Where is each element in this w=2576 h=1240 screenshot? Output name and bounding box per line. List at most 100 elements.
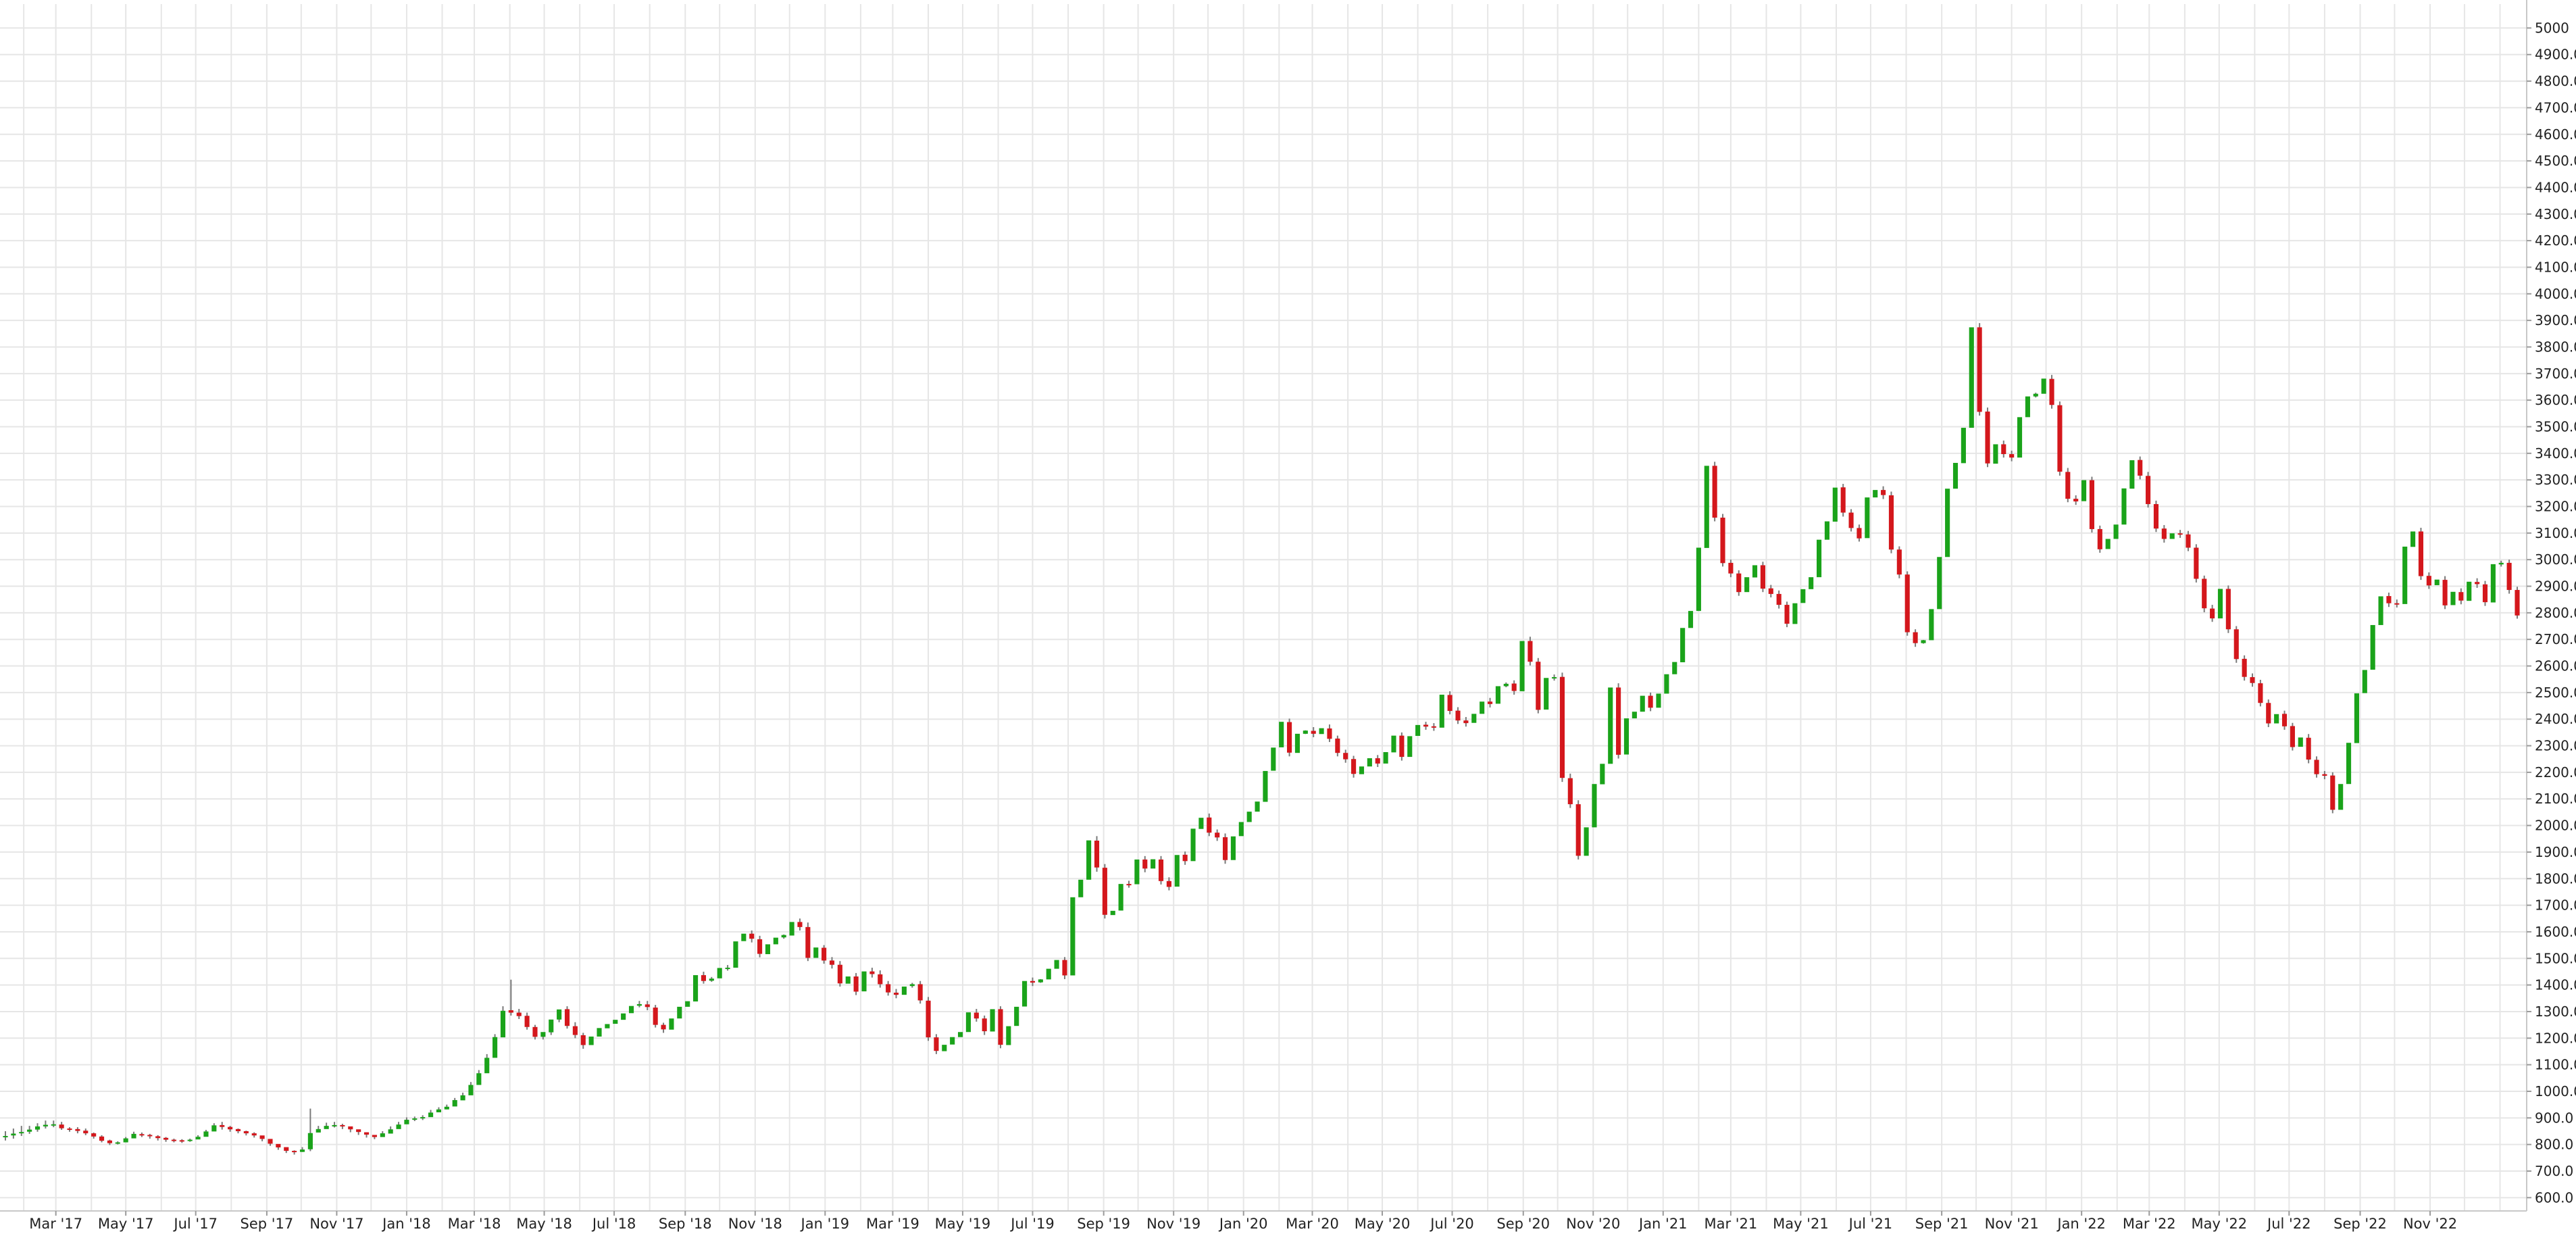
- candle-body-up: [2129, 460, 2135, 489]
- candle: [741, 933, 747, 941]
- candle: [1335, 735, 1340, 757]
- candle-body-up: [2362, 670, 2367, 693]
- candle: [2362, 670, 2367, 693]
- candle: [709, 976, 714, 982]
- candle-body-down: [1736, 573, 1742, 593]
- y-tick-label: 3900.0: [2535, 312, 2576, 328]
- candle-body-up: [2490, 564, 2496, 603]
- candle-body-up: [396, 1124, 401, 1129]
- candle: [1038, 978, 1043, 983]
- candle: [428, 1110, 434, 1118]
- candle: [43, 1120, 48, 1129]
- x-tick-label: Sep '21: [1915, 1216, 1969, 1232]
- candle: [1792, 603, 1798, 624]
- candle: [51, 1120, 56, 1128]
- candle-body-down: [1455, 710, 1461, 721]
- candle-body-up: [1600, 764, 1605, 785]
- candle-body-up: [942, 1045, 947, 1051]
- candle-body-down: [886, 984, 891, 993]
- candle-body-down: [251, 1133, 257, 1136]
- y-tick-label: 4000.0: [2535, 286, 2576, 302]
- candle-body-down: [1768, 588, 1773, 594]
- candle: [1431, 723, 1436, 731]
- candle: [2138, 456, 2143, 480]
- candle: [1375, 755, 1380, 768]
- candle-body-down: [171, 1139, 177, 1141]
- x-tick-label: May '18: [516, 1216, 572, 1232]
- candle: [155, 1135, 161, 1141]
- candle-body-down: [340, 1124, 345, 1126]
- candle-body-up: [195, 1137, 201, 1140]
- x-tick-label: May '19: [935, 1216, 991, 1232]
- candle: [2161, 525, 2167, 543]
- candle-body-down: [2322, 774, 2327, 776]
- candle-body-up: [1969, 327, 1974, 428]
- candle: [685, 1001, 690, 1007]
- candle-body-down: [91, 1133, 97, 1137]
- x-tick-label: Jan '18: [381, 1216, 431, 1232]
- candle: [1255, 801, 1260, 812]
- candle-body-down: [982, 1018, 987, 1032]
- x-tick-label: Sep '20: [1496, 1216, 1550, 1232]
- candle-body-down: [869, 971, 875, 974]
- candle-body-up: [717, 968, 722, 978]
- candle: [1559, 672, 1565, 783]
- candle: [2001, 440, 2006, 458]
- candle-body-up: [1391, 735, 1396, 753]
- candle-body-down: [2281, 714, 2288, 726]
- candle-body-up: [813, 947, 819, 958]
- candle: [2434, 579, 2440, 585]
- candle-body-down: [243, 1131, 249, 1134]
- candle: [228, 1126, 233, 1132]
- candle: [1688, 611, 1694, 628]
- candle: [1969, 327, 1974, 428]
- y-tick-label: 2700.0: [2535, 631, 2576, 647]
- x-tick-label: Nov '22: [2403, 1216, 2457, 1232]
- candle-body-down: [2458, 592, 2464, 601]
- candle: [1238, 822, 1244, 837]
- candle-body-down: [2065, 472, 2071, 499]
- candle: [677, 1006, 682, 1019]
- candle: [2290, 722, 2295, 751]
- candle: [2378, 596, 2383, 625]
- x-tick-label: Mar '21: [1704, 1216, 1757, 1232]
- candle: [2129, 460, 2135, 489]
- candle: [163, 1137, 169, 1142]
- candle-body-up: [540, 1032, 546, 1037]
- candle: [2306, 734, 2311, 764]
- candle-body-down: [1207, 817, 1212, 833]
- candle-body-up: [2434, 579, 2440, 585]
- candle: [67, 1127, 72, 1132]
- y-tick-label: 600.0: [2535, 1189, 2573, 1206]
- candle-body-down: [1463, 720, 1469, 724]
- candle-body-up: [1608, 687, 1613, 764]
- candle: [147, 1133, 153, 1139]
- candle-body-down: [2306, 737, 2311, 760]
- candle-body-down: [1720, 518, 1725, 564]
- candle: [2097, 525, 2102, 553]
- candle: [1423, 722, 1429, 730]
- candle-body-up: [628, 1006, 634, 1014]
- candle-body-down: [1776, 593, 1782, 605]
- candle-body-up: [2338, 784, 2344, 810]
- x-tick-label: Nov '20: [1566, 1216, 1620, 1232]
- candle-body-down: [1375, 758, 1380, 764]
- candle-body-down: [749, 933, 755, 939]
- candle: [1447, 691, 1453, 715]
- x-tick-label: Jan '20: [1218, 1216, 1268, 1232]
- candle: [179, 1139, 184, 1143]
- candle: [2217, 589, 2223, 619]
- candle: [789, 922, 794, 936]
- candle-body-down: [1888, 495, 1894, 550]
- candle-body-up: [1078, 879, 1084, 897]
- candle-body-up: [123, 1138, 128, 1143]
- candle-body-up: [1921, 640, 1926, 643]
- candle-body-up: [1230, 836, 1236, 860]
- x-tick-label: Nov '19: [1146, 1216, 1201, 1232]
- candle-body-down: [1648, 695, 1653, 708]
- candle: [2242, 655, 2247, 681]
- y-tick-label: 2900.0: [2535, 578, 2576, 595]
- y-tick-label: 3700.0: [2535, 366, 2576, 382]
- candle-body-up: [1110, 910, 1115, 916]
- candle-body-up: [861, 971, 867, 992]
